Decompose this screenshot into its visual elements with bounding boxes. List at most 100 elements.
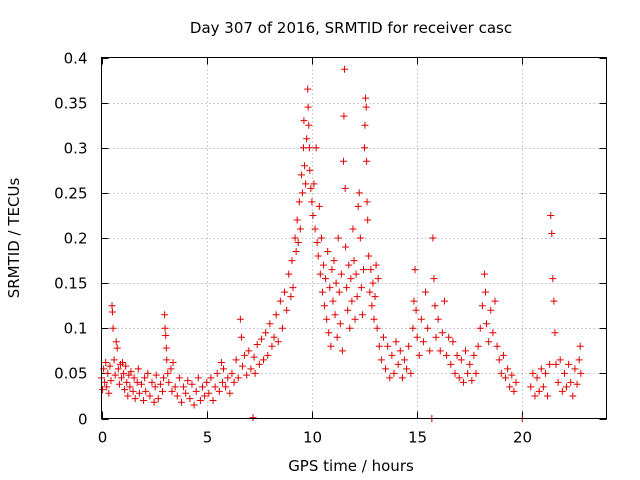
x-tick-label: 15 — [408, 429, 427, 447]
data-point — [403, 365, 411, 373]
data-point — [154, 395, 162, 403]
data-point — [106, 362, 114, 370]
data-point — [328, 266, 336, 274]
data-point — [203, 378, 211, 386]
data-point — [220, 365, 228, 373]
data-point — [270, 333, 278, 341]
data-point — [472, 369, 480, 377]
data-point — [144, 369, 152, 377]
data-point — [343, 284, 351, 292]
data-point — [278, 324, 286, 332]
data-point — [168, 387, 176, 395]
data-point — [150, 398, 158, 406]
data-point — [482, 288, 490, 296]
data-point — [281, 288, 289, 296]
data-point — [443, 351, 451, 359]
data-point — [101, 378, 109, 386]
data-point — [217, 359, 225, 367]
data-point — [180, 383, 188, 391]
data-point — [392, 338, 400, 346]
data-point — [337, 270, 345, 278]
data-point — [351, 315, 359, 323]
data-point — [255, 360, 263, 368]
data-point — [552, 360, 560, 368]
data-point — [415, 351, 423, 359]
data-point — [368, 302, 376, 310]
data-point — [266, 320, 274, 328]
x-axis-title: GPS time / hours — [288, 457, 414, 475]
data-point — [177, 398, 185, 406]
data-point — [296, 225, 304, 233]
data-point — [308, 198, 316, 206]
data-point — [410, 297, 418, 305]
data-point — [283, 306, 291, 314]
data-point — [125, 371, 133, 379]
data-point — [417, 315, 425, 323]
data-point — [120, 369, 128, 377]
data-point — [304, 103, 312, 111]
y-tick-label: 0.2 — [64, 230, 88, 248]
data-point — [228, 369, 236, 377]
data-point — [510, 387, 518, 395]
data-point — [238, 362, 246, 370]
data-point — [567, 378, 575, 386]
data-point — [194, 374, 202, 382]
data-point — [551, 329, 559, 337]
data-point — [173, 392, 181, 400]
data-point — [127, 368, 135, 376]
data-point — [207, 374, 215, 382]
data-point — [251, 369, 259, 377]
data-point — [464, 369, 472, 377]
data-point — [186, 395, 194, 403]
data-point — [502, 374, 509, 382]
data-point — [243, 371, 251, 379]
data-point — [330, 257, 338, 265]
data-point — [247, 365, 255, 373]
data-point — [396, 347, 404, 355]
data-point — [114, 365, 122, 373]
data-point — [377, 356, 385, 364]
data-point — [162, 331, 170, 339]
data-point — [108, 308, 116, 316]
data-point — [369, 279, 377, 287]
data-point — [140, 396, 148, 404]
y-tick-label: 0.25 — [54, 185, 87, 203]
data-point — [268, 342, 276, 350]
data-point — [487, 306, 495, 314]
data-point — [432, 333, 440, 341]
data-point — [339, 157, 347, 165]
data-point — [327, 342, 335, 350]
y-tick-label: 0 — [78, 411, 88, 429]
data-point — [363, 198, 371, 206]
data-point — [313, 239, 321, 247]
data-point — [107, 377, 115, 385]
data-point — [340, 112, 348, 120]
data-point — [234, 374, 242, 382]
data-point — [160, 374, 168, 382]
data-point — [188, 380, 196, 388]
data-point — [108, 302, 116, 310]
data-point — [453, 351, 461, 359]
data-point — [350, 257, 358, 265]
data-point — [245, 347, 253, 355]
data-point — [445, 333, 453, 341]
data-point — [133, 378, 141, 386]
data-point — [311, 225, 319, 233]
data-point — [342, 243, 350, 251]
data-point — [459, 378, 467, 386]
data-point — [429, 234, 437, 242]
data-points — [98, 65, 585, 422]
chart-title: Day 307 of 2016, SRMTID for receiver cas… — [190, 19, 512, 37]
data-point — [548, 229, 556, 237]
tick-labels: 0 5 10 15 20 0 0.05 0.1 0.15 0.2 0.25 0.3 0.35 0.4 — [54, 50, 532, 447]
data-point — [253, 340, 261, 348]
data-point — [357, 284, 365, 292]
data-point — [105, 389, 113, 397]
data-point — [152, 371, 160, 379]
data-point — [257, 335, 265, 343]
data-point — [236, 315, 244, 323]
data-point — [372, 261, 380, 269]
data-point — [135, 389, 143, 397]
data-point — [123, 378, 131, 386]
data-point — [547, 211, 555, 219]
